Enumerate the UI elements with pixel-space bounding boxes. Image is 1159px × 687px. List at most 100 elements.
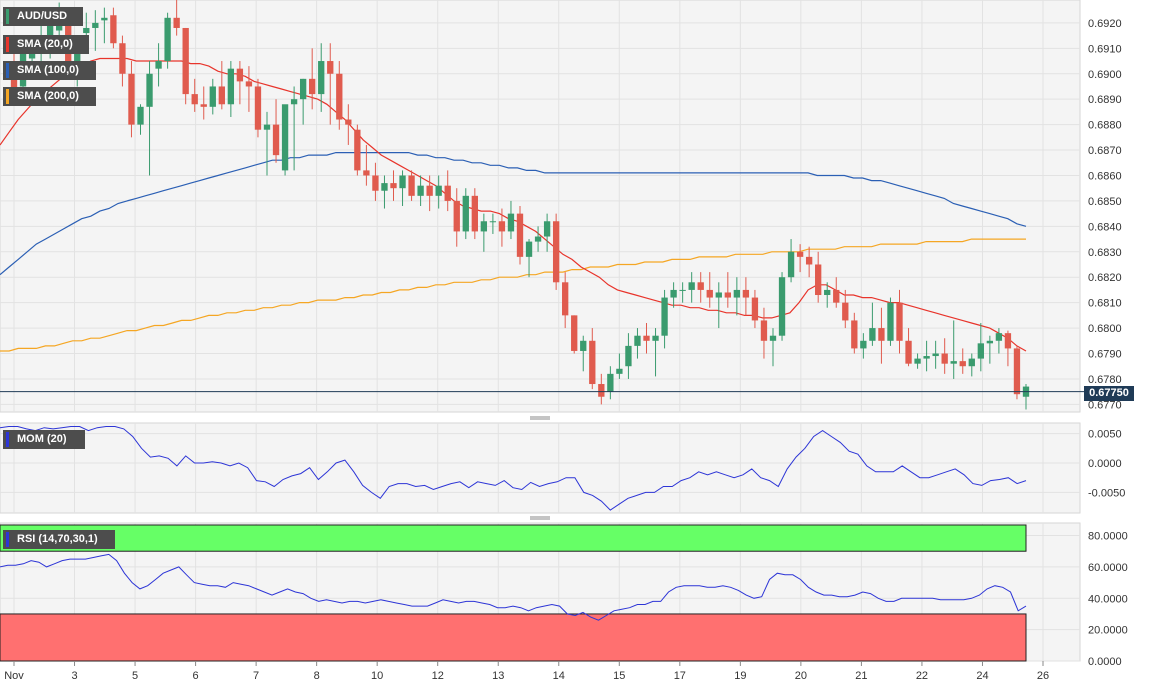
candle-body [408,175,415,196]
candle-body [995,333,1003,341]
candle-body [74,48,81,62]
candle-body [236,68,244,82]
sma200-badge[interactable]: SMA (200,0) [3,87,96,106]
candle-body [905,340,912,364]
price-panel-bg [0,0,1081,413]
candle-body [715,292,722,298]
candle-body [10,71,18,95]
candle-body [327,61,334,74]
panel-resize-handles[interactable] [530,416,550,520]
candle-body [46,22,54,39]
current-price-tag: 0.67750 [1084,386,1134,401]
candle-body [498,221,506,232]
candle-body [191,94,198,105]
sma100-badge[interactable]: SMA (100,0) [3,61,96,80]
candle-body [164,17,171,62]
price-y-tick-label: 0.6860 [1088,170,1122,182]
price-y-tick-label: 0.6870 [1088,145,1122,157]
candle-body [525,241,533,257]
candle-body [833,289,840,303]
candle-body [507,213,515,232]
candle-body [670,289,677,298]
mom-y-tick-label: -0.0050 [1088,487,1125,499]
candle-body [281,104,289,171]
candle-body [516,213,524,257]
price-y-tick-label: 0.6850 [1088,196,1122,208]
candle-body [968,358,975,367]
candle-body [760,320,768,341]
candle-body [742,289,750,298]
candle-body [363,170,370,176]
candle-body [381,183,388,191]
candle-body [796,251,804,257]
candlesticks [0,0,1084,410]
candle-body [805,256,813,265]
candle-body [571,315,578,351]
symbol-badge[interactable]: AUD/USD [3,7,83,26]
candle-body [480,221,488,232]
rsi-label: RSI (14,70,30,1) [17,533,98,545]
rsi-oversold-zone [0,613,1027,662]
mom-panel-bg [0,422,1081,514]
rsi-swatch [6,532,9,547]
rsi-overbought-zone [0,524,1027,552]
price-y-tick-label: 0.6780 [1088,374,1122,386]
candle-body [543,221,551,237]
candle-body [489,221,497,223]
candle-body [128,73,135,125]
x-tick-label: 6 [193,670,199,682]
x-tick-label: 19 [734,670,746,682]
candle-body [815,264,822,296]
sma200-swatch [6,89,9,104]
price-y-tick-label: 0.6910 [1088,43,1122,55]
sma20-badge[interactable]: SMA (20,0) [3,35,89,54]
price-y-tick-label: 0.6900 [1088,69,1122,81]
x-tick-label: 13 [492,670,504,682]
candle-body [842,302,849,321]
candle-body [625,345,632,367]
candle-body [209,86,216,107]
symbol-swatch [6,9,9,24]
candle-body [372,175,379,191]
candle-body [435,185,442,196]
x-tick-label: 15 [613,670,625,682]
candle-body [697,282,704,290]
candle-body [218,86,225,105]
candle-body [101,17,108,21]
candle-body [688,282,695,290]
x-tick-label: 24 [976,670,988,682]
x-tick-label: 8 [314,670,320,682]
price-y-tick-label: 0.6890 [1088,94,1122,106]
candle-body [345,119,352,125]
candle-body [552,221,560,283]
rsi-y-tick-label: 60.0000 [1088,562,1128,574]
price-y-tick-label: 0.6830 [1088,247,1122,259]
mom-badge[interactable]: MOM (20) [3,430,85,449]
price-y-tick-label: 0.6790 [1088,349,1122,361]
candle-body [245,81,253,87]
price-y-tick-label: 0.6840 [1088,221,1122,233]
rsi-y-tick-label: 40.0000 [1088,593,1128,605]
price-y-tick-label: 0.6880 [1088,120,1122,132]
candle-body [1004,333,1012,349]
candle-body [724,292,731,298]
x-tick-label: 17 [674,670,686,682]
rsi-badge[interactable]: RSI (14,70,30,1) [3,530,115,549]
candle-body [299,78,307,100]
candle-body [399,175,406,189]
mom-line [0,426,1027,511]
candle-body [598,384,605,397]
sma200-label: SMA (200,0) [17,90,79,102]
x-tick-label: 7 [253,670,259,682]
candle-body [878,328,885,341]
candle-body [977,343,984,359]
candle-body [959,361,966,367]
candle-body [155,61,162,69]
candle-body [923,356,930,359]
candle-body [643,335,650,341]
sma100-label: SMA (100,0) [17,64,79,76]
candle-body [200,104,207,107]
price-y-tick-label: 0.6920 [1088,18,1122,30]
candle-body [318,61,325,95]
candle-body [354,129,361,171]
